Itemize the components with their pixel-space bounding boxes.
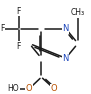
Text: O: O <box>51 84 57 93</box>
Text: N: N <box>63 24 69 33</box>
Text: HO: HO <box>8 84 19 93</box>
Text: F: F <box>17 7 21 16</box>
Text: O: O <box>26 84 32 93</box>
Text: CH₃: CH₃ <box>71 8 85 17</box>
Text: N: N <box>63 54 69 63</box>
Text: F: F <box>17 42 21 51</box>
Text: F: F <box>0 24 5 33</box>
